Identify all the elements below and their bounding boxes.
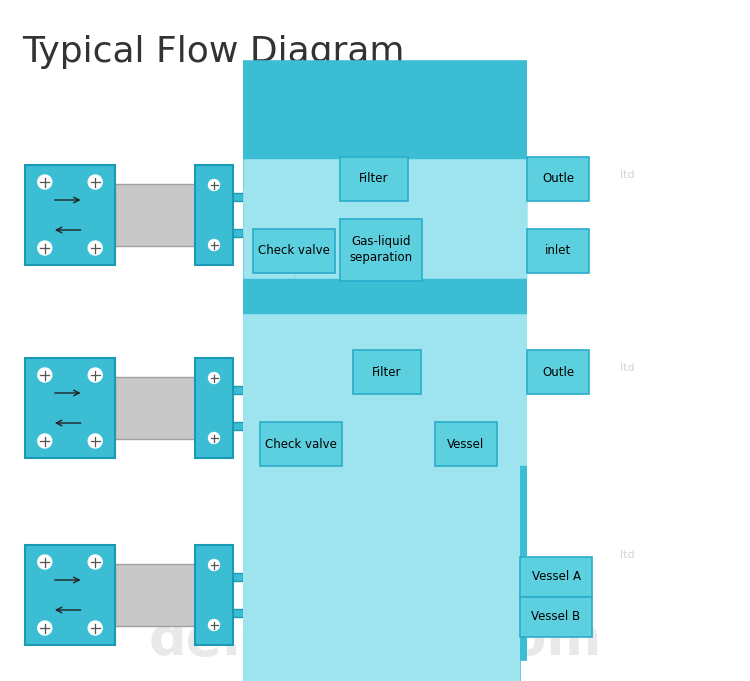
Circle shape [88, 175, 102, 189]
Bar [527, 350, 589, 394]
Bar [340, 157, 408, 201]
Text: Check valve: Check valve [258, 244, 330, 257]
Circle shape [209, 560, 220, 571]
Circle shape [38, 434, 52, 448]
Bar [260, 422, 342, 466]
Circle shape [209, 180, 220, 191]
Text: Filter: Filter [372, 366, 402, 379]
Bar [233, 609, 243, 617]
Bar [353, 350, 421, 394]
Text: inlet: inlet [544, 244, 572, 257]
Circle shape [209, 432, 220, 443]
Circle shape [38, 621, 52, 635]
Bar [25, 358, 115, 458]
Text: Vessel A: Vessel A [532, 571, 580, 584]
Text: Gas-liquid
separation: Gas-liquid separation [350, 236, 412, 264]
Circle shape [88, 368, 102, 382]
Bar [233, 229, 243, 237]
Circle shape [38, 368, 52, 382]
Text: Vessel B: Vessel B [532, 610, 580, 624]
Bar [25, 545, 115, 645]
Circle shape [88, 241, 102, 255]
Bar [527, 157, 589, 201]
Circle shape [88, 621, 102, 635]
Bar [233, 386, 243, 394]
Text: Changsha  Yuanwang  Fluid  Technology  Co.,Ltd: Changsha Yuanwang Fluid Technology Co.,L… [249, 431, 501, 441]
Bar [527, 229, 589, 273]
Text: de.ywfluid.com: de.ywfluid.com [148, 614, 602, 666]
Text: ltd: ltd [620, 170, 634, 180]
Bar [115, 564, 195, 626]
Text: Check valve: Check valve [265, 437, 337, 451]
Text: Typical Flow Diagram: Typical Flow Diagram [22, 35, 404, 69]
Bar [233, 193, 243, 201]
Text: Changsha  Yuanwang  Fluid  Technology  Co.,Ltd: Changsha Yuanwang Fluid Technology Co.,L… [249, 238, 501, 248]
Bar [195, 545, 233, 645]
Circle shape [38, 241, 52, 255]
Bar [340, 219, 422, 281]
Text: Outle: Outle [542, 366, 574, 379]
Circle shape [209, 240, 220, 251]
Circle shape [209, 620, 220, 631]
Text: ltd: ltd [620, 550, 634, 560]
Bar [195, 165, 233, 265]
Bar [115, 184, 195, 246]
Text: ltd: ltd [620, 363, 634, 373]
Text: Liquid transport case: Liquid transport case [280, 512, 470, 530]
Text: Vessel: Vessel [447, 437, 485, 451]
Circle shape [38, 175, 52, 189]
Bar [253, 229, 335, 273]
Circle shape [88, 434, 102, 448]
Bar [233, 422, 243, 430]
Bar [195, 358, 233, 458]
Circle shape [88, 555, 102, 569]
Bar [520, 597, 592, 637]
Text: Filter: Filter [359, 172, 388, 185]
Bar [435, 422, 497, 466]
Circle shape [209, 373, 220, 383]
Bar [520, 557, 592, 597]
Text: Gas transport case: Gas transport case [290, 115, 460, 133]
Bar [233, 573, 243, 581]
Circle shape [38, 555, 52, 569]
Bar [115, 377, 195, 439]
Text: Vacuum case: Vacuum case [315, 322, 435, 340]
Text: Outle: Outle [542, 172, 574, 185]
Bar [25, 165, 115, 265]
